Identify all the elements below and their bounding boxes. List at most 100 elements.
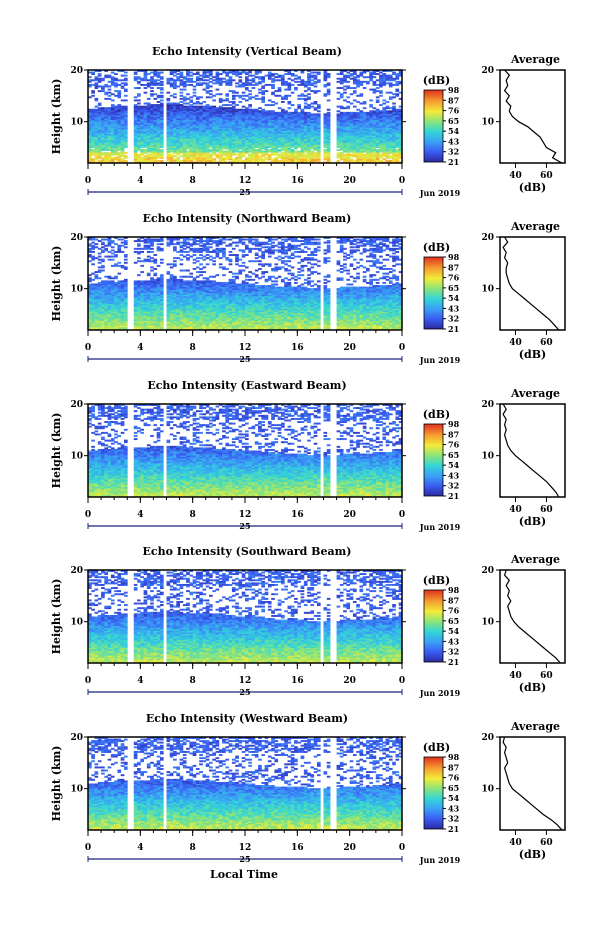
echo-cell	[290, 133, 295, 136]
echo-cell	[241, 108, 246, 111]
echo-cell	[362, 107, 367, 110]
echo-cell	[94, 118, 99, 120]
echo-cell	[137, 110, 141, 113]
echo-cell	[133, 144, 138, 147]
echo-cell	[133, 128, 138, 131]
echo-cell	[238, 83, 243, 86]
echo-cell	[267, 150, 272, 153]
echo-cell	[287, 144, 292, 147]
echo-cell	[248, 70, 252, 72]
echo-cell	[133, 153, 138, 156]
echo-cell	[225, 145, 230, 148]
echo-cell	[231, 71, 236, 74]
echo-cell	[143, 114, 148, 117]
echo-cell	[280, 121, 285, 124]
echo-cell	[385, 159, 390, 162]
echo-cell	[88, 80, 92, 83]
echo-cell	[215, 121, 220, 124]
echo-cell	[120, 82, 125, 85]
echo-cell	[251, 159, 256, 162]
echo-cell	[303, 124, 308, 127]
echo-cell	[212, 135, 216, 138]
echo-cell	[195, 139, 200, 142]
echo-cell	[254, 156, 259, 159]
echo-cell	[123, 127, 128, 130]
echo-cell	[202, 147, 207, 150]
echo-cell	[166, 142, 171, 145]
echo-cell	[189, 150, 194, 153]
echo-cell	[120, 138, 125, 141]
echo-cell	[251, 114, 256, 117]
echo-cell	[212, 107, 216, 110]
echo-cell	[120, 244, 125, 247]
echo-cell	[107, 155, 112, 158]
echo-cell	[300, 145, 305, 148]
echo-cell	[225, 71, 230, 74]
echo-cell	[349, 158, 354, 161]
echo-cell	[241, 147, 246, 150]
echo-cell	[117, 119, 122, 122]
echo-cell	[117, 114, 122, 117]
echo-cell	[143, 133, 148, 136]
echo-cell	[307, 132, 311, 134]
echo-cell	[215, 133, 220, 136]
echo-cell	[225, 156, 230, 159]
echo-cell	[280, 132, 285, 134]
echo-cell	[186, 116, 190, 119]
echo-cell	[140, 83, 144, 86]
echo-cell	[209, 80, 213, 83]
echo-cell	[284, 111, 288, 114]
echo-cell	[123, 113, 128, 116]
echo-cell	[267, 125, 272, 128]
echo-cell	[287, 155, 292, 158]
echo-cell	[287, 116, 292, 119]
echo-cell	[235, 73, 239, 76]
echo-cell	[310, 141, 315, 144]
echo-cell	[245, 152, 249, 155]
echo-cell	[231, 125, 236, 128]
echo-cell	[166, 127, 171, 130]
echo-cell	[218, 77, 223, 80]
echo-cell	[117, 145, 122, 148]
echo-cell	[153, 156, 158, 159]
echo-cell	[173, 70, 177, 72]
echo-cell	[385, 105, 390, 108]
echo-cell	[228, 116, 233, 119]
echo-cell	[176, 130, 180, 133]
echo-cell	[120, 114, 125, 117]
echo-cell	[202, 130, 207, 133]
echo-cell	[117, 107, 122, 110]
echo-cell	[254, 133, 259, 136]
echo-cell	[123, 144, 128, 147]
echo-cell	[169, 139, 174, 142]
echo-cell	[290, 104, 295, 107]
echo-cell	[238, 85, 243, 88]
echo-cell	[294, 125, 298, 128]
echo-cell	[222, 147, 226, 150]
echo-cell	[199, 141, 203, 144]
echo-cell	[241, 152, 246, 155]
echo-cell	[159, 91, 164, 94]
echo-cell	[267, 110, 272, 113]
echo-cell	[156, 159, 161, 162]
echo-cell	[218, 132, 223, 134]
echo-cell	[209, 150, 213, 153]
echo-cell	[146, 139, 151, 142]
echo-cell	[392, 93, 396, 96]
echo-cell	[300, 128, 305, 131]
echo-cell	[114, 83, 118, 86]
echo-cell	[284, 159, 288, 162]
echo-cell	[156, 238, 161, 241]
echo-cell	[133, 158, 138, 161]
echo-cell	[146, 113, 151, 116]
echo-cell	[143, 121, 148, 124]
echo-cell	[182, 76, 187, 79]
echo-cell	[294, 87, 298, 89]
echo-cell	[153, 125, 158, 128]
echo-cell	[258, 147, 262, 150]
echo-cell	[251, 116, 256, 119]
echo-cell	[140, 113, 144, 116]
echo-cell	[294, 127, 298, 130]
echo-cell	[271, 125, 275, 128]
echo-cell	[91, 91, 95, 94]
